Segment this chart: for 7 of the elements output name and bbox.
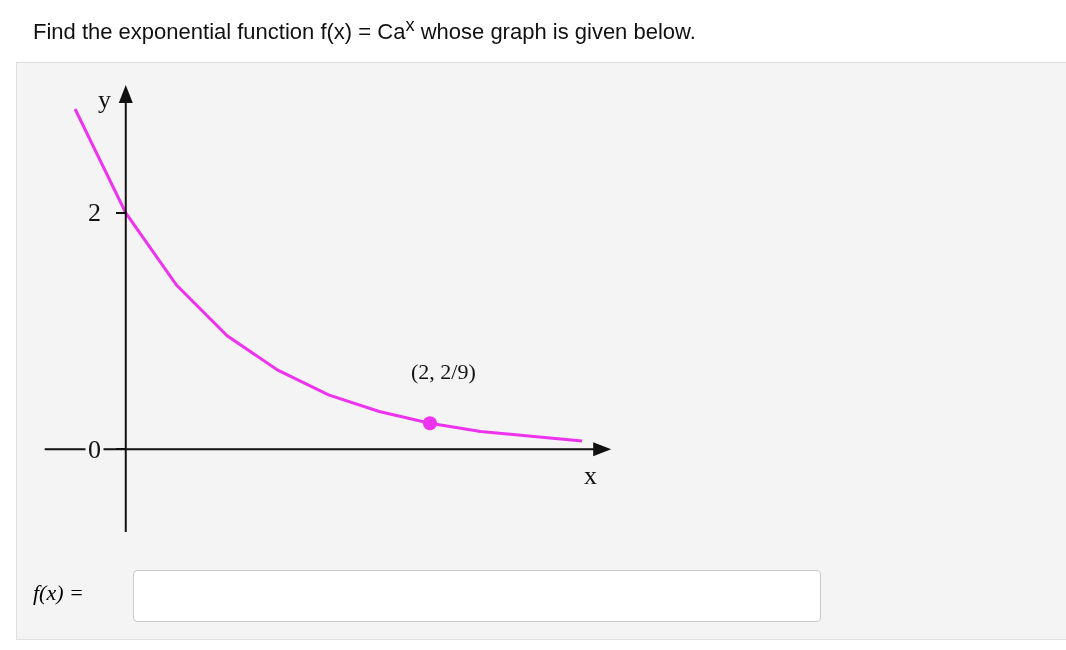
annotation: (2, 2/9) bbox=[411, 359, 476, 384]
text: f(x) = bbox=[33, 580, 84, 606]
x-axis-title: x bbox=[584, 461, 597, 490]
chart-title: Find the exponential function f(x) = Ca$^{x}$ whose graph is given below. bbox=[33, 14, 696, 46]
y-tick-label: 0 bbox=[88, 435, 101, 464]
y-axis-title: y bbox=[98, 85, 111, 114]
y-tick-label: 2 bbox=[88, 198, 101, 227]
